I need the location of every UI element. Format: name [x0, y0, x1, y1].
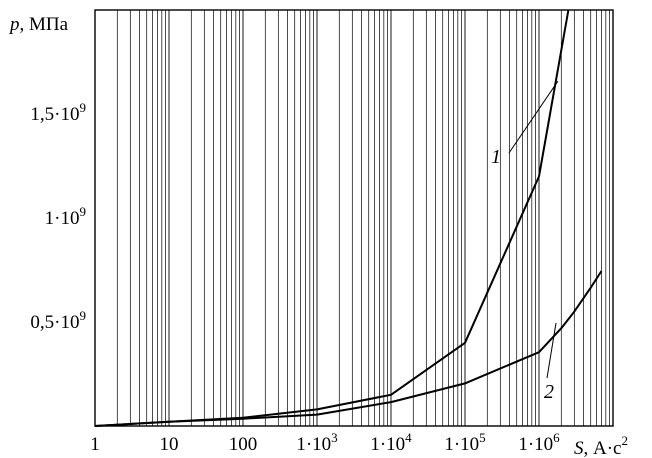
- x-tick-label: 10: [160, 434, 179, 455]
- y-axis-unit: , МПа: [20, 14, 69, 35]
- x-axis-var: S: [574, 438, 584, 458]
- x-axis-unit-exponent: 2: [621, 433, 628, 448]
- series-1-line: [94, 9, 570, 427]
- x-tick-label: 1·104: [370, 430, 412, 455]
- y-tick-label: 0,5·109: [30, 308, 86, 333]
- x-tick-label: 1·103: [296, 430, 337, 455]
- tick-labels: 1 10 100 1·103 1·104 1·105 1·106 0,5·109 1·109 1,…: [30, 100, 560, 455]
- y-axis-var: p: [8, 14, 20, 35]
- x-tick-label: 1: [90, 434, 100, 455]
- x-tick-label: 1·106: [518, 430, 560, 455]
- x-axis-label: S, А·с2: [574, 433, 628, 458]
- series-2-leader: [546, 322, 557, 379]
- y-tick-label: 1·109: [45, 204, 86, 229]
- x-tick-label: 100: [229, 434, 258, 455]
- series-1-label: 1: [491, 146, 501, 168]
- x-tick-label: 1·105: [444, 430, 485, 455]
- plot-frame: [94, 9, 614, 427]
- x-axis-unit: , А·с: [584, 438, 622, 458]
- vertical-grid: [116, 10, 610, 426]
- series-2-label: 2: [544, 381, 554, 403]
- y-axis-label: p, МПа: [8, 14, 69, 35]
- series-layer: 12: [94, 9, 603, 427]
- series-1-leader: [508, 80, 559, 154]
- series-2-line: [94, 270, 603, 427]
- y-tick-label: 1,5·109: [30, 100, 86, 125]
